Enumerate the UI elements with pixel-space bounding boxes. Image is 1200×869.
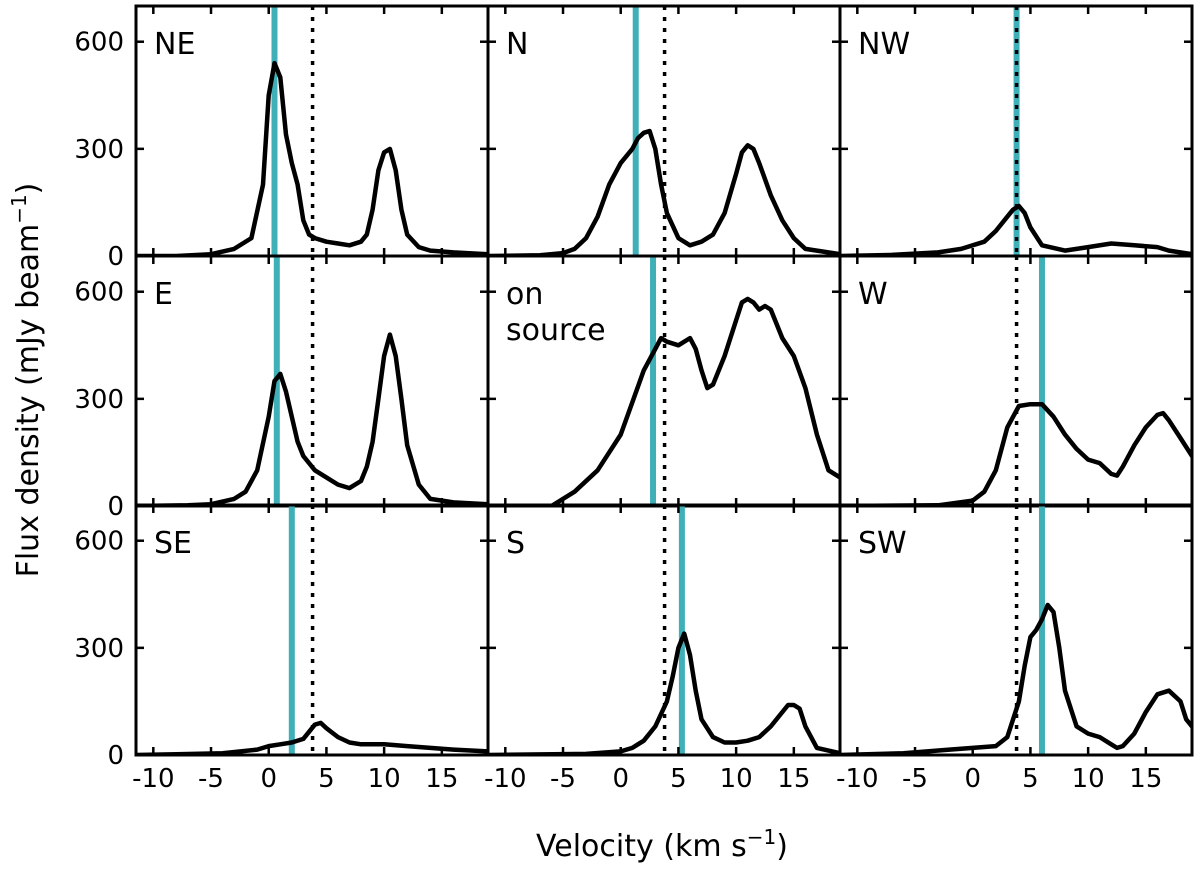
y-tick-label: 600 [74,28,124,58]
plot-area [840,505,1192,755]
spectrum-line-on-source [488,296,840,506]
spectrum-line-s [488,631,840,755]
panel-frame [838,503,1194,757]
y-tick-label: 0 [107,741,124,771]
x-tick-label: 5 [670,764,687,794]
x-tick-label: 0 [260,764,277,794]
panel-label: SE [154,526,192,561]
spectrum-line-n [488,128,840,256]
y-tick-label: 300 [74,135,124,165]
panel-label: N [506,27,528,62]
panel-on-source: on source [486,254,842,508]
spectrum-line-sw [840,602,1192,755]
plot-area [840,256,1192,506]
y-axis-title: Flux density (mJy beam−1) [7,183,46,578]
panel-label: NE [154,27,195,62]
panel-se: -10 -5 0 5 10 15 0 300 600 SE [74,503,490,794]
x-tick-label: 15 [1129,764,1162,794]
x-tick-label: 0 [964,764,981,794]
x-tick-label: 15 [777,764,810,794]
x-tick-label: -10 [132,764,174,794]
x-axis-title: Velocity (km s−1) [536,825,788,864]
plot-area [136,505,488,755]
panel-ne: 0 300 600 NE [74,4,490,272]
y-tick-label: 0 [107,242,124,272]
y-tick-label: 600 [74,527,124,557]
panel-label: W [858,277,888,312]
y-tick-label: 300 [74,385,124,415]
panel-label: S [506,526,525,561]
panel-w: W [838,254,1194,508]
x-tick-label: -10 [836,764,878,794]
x-tick-label: 10 [368,764,401,794]
panel-e: 0 300 600 E [74,254,490,522]
spectrum-line-se [136,720,488,755]
x-tick-label: -10 [484,764,526,794]
x-tick-label: -5 [198,764,224,794]
plot-area [488,6,840,256]
x-tick-label: 15 [425,764,458,794]
spectrum-line-w [840,401,1192,506]
plot-area [136,256,488,506]
x-tick-label: 10 [1072,764,1105,794]
panel-sw: -10 -5 0 5 10 15 SW [836,503,1194,794]
spectrum-line-ne [136,60,488,256]
x-tick-label: 10 [720,764,753,794]
panel-label: SW [858,526,907,561]
panel-label: on source [506,277,606,348]
y-tick-label: 300 [74,634,124,664]
panel-label: NW [858,27,910,62]
plot-area [488,505,840,755]
panel-n: N [486,4,842,258]
spectrum-line-e [136,332,488,506]
plot-area [840,6,1192,256]
x-tick-label: -5 [550,764,576,794]
x-tick-label: 5 [1022,764,1039,794]
x-tick-label: -5 [902,764,928,794]
x-tick-label: 0 [612,764,629,794]
plot-area [488,256,840,506]
spectrum-line-nw [840,203,1192,256]
panel-label: E [154,277,173,312]
y-tick-label: 0 [107,492,124,522]
y-tick-label: 600 [74,278,124,308]
panel-s: -10 -5 0 5 10 15 S [484,503,842,794]
x-tick-label: 5 [318,764,335,794]
plot-area [136,6,488,256]
panel-nw: NW [838,4,1194,258]
